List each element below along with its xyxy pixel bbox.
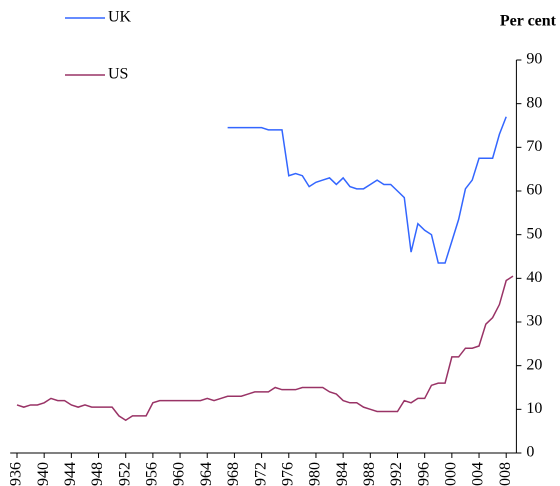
y-tick-label: 50 — [526, 225, 542, 242]
legend-label: US — [108, 66, 128, 83]
y-tick-label: 10 — [526, 400, 542, 417]
x-tick-label: 1936 — [8, 462, 25, 486]
y-tick-label: 30 — [526, 313, 542, 330]
x-tick-label: 1948 — [89, 462, 106, 486]
x-tick-label: 1956 — [144, 462, 161, 486]
y-tick-label: 70 — [526, 138, 542, 155]
legend-label: UK — [108, 9, 132, 26]
y-tick-label: 80 — [526, 94, 542, 111]
y-axis-label: Per cent — [500, 13, 557, 30]
x-tick-label: 1960 — [171, 462, 188, 486]
x-tick-label: 2004 — [470, 462, 487, 486]
x-tick-label: 1964 — [198, 462, 215, 486]
x-tick-label: 1984 — [334, 462, 351, 486]
x-tick-label: 2000 — [443, 462, 460, 486]
x-tick-label: 1976 — [279, 462, 296, 486]
y-tick-label: 90 — [526, 51, 542, 68]
x-tick-label: 2008 — [497, 462, 514, 486]
x-tick-label: 1944 — [62, 462, 79, 486]
y-tick-label: 20 — [526, 356, 542, 373]
y-tick-label: 40 — [526, 269, 542, 286]
series-line — [227, 116, 507, 264]
x-tick-label: 1988 — [361, 462, 378, 486]
y-tick-label: 60 — [526, 182, 542, 199]
x-tick-label: 1952 — [116, 462, 133, 486]
x-tick-label: 1992 — [388, 462, 405, 486]
x-tick-label: 1980 — [307, 462, 324, 486]
series-line — [16, 275, 514, 422]
y-tick-label: 0 — [526, 444, 534, 461]
x-tick-label: 1996 — [415, 462, 432, 486]
x-tick-label: 1968 — [225, 462, 242, 486]
x-tick-label: 1972 — [252, 462, 269, 486]
x-tick-label: 1940 — [35, 462, 52, 486]
